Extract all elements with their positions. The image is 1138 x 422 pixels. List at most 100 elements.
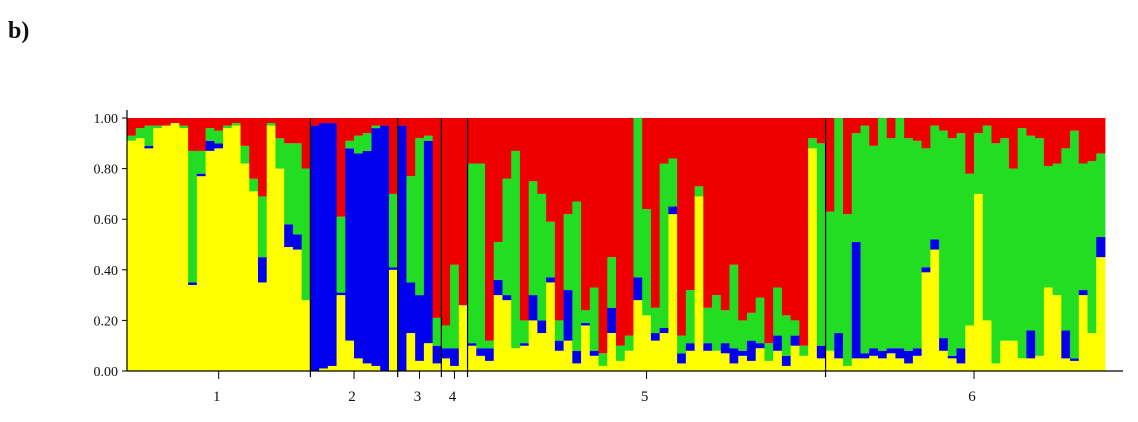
bar-segment-green	[834, 118, 844, 334]
bar-segment-yellow	[703, 350, 713, 371]
bar-segment-yellow	[135, 138, 145, 371]
bar-segment-green	[773, 287, 783, 336]
bar-segment-red	[956, 118, 966, 134]
bar-segment-red	[415, 118, 425, 139]
bar-segment-green	[843, 214, 853, 366]
bar-segment-red	[214, 118, 224, 131]
group-label: 2	[348, 389, 356, 405]
bar-segment-red	[581, 118, 591, 311]
bar-segment-red	[563, 118, 573, 215]
bar-segment-red	[388, 118, 399, 194]
bar-segment-yellow	[240, 163, 250, 371]
bar-segment-red	[624, 118, 634, 336]
bar-segment-red	[738, 118, 748, 321]
bar-segment-green	[1017, 128, 1027, 359]
bar-segment-green	[1087, 161, 1097, 334]
bar-segment-red	[441, 118, 451, 326]
bar-segment-green	[956, 133, 966, 349]
bar-segment-green	[816, 143, 826, 346]
bar-segment-green	[930, 125, 940, 240]
bar-segment-red	[458, 118, 468, 306]
bar-segment-red	[205, 118, 215, 129]
bar-segment-green	[450, 264, 460, 349]
bar-segment-yellow	[877, 358, 888, 371]
bar-segment-red	[362, 118, 372, 134]
bar-segment-blue	[685, 343, 695, 351]
bar-segment-red	[947, 118, 957, 139]
bar-segment-red	[746, 118, 757, 313]
bar-segment-red	[1008, 118, 1019, 169]
bar-segment-green	[1035, 138, 1045, 356]
bar-segment-red	[319, 118, 329, 124]
bar-segment-yellow	[790, 345, 800, 371]
bar-segment-blue	[319, 123, 329, 369]
bar-segment-yellow	[764, 360, 774, 371]
bar-segment-green	[362, 133, 372, 151]
bar-segment-red	[179, 118, 189, 126]
bar-segment-blue	[572, 350, 582, 364]
bar-segment-green	[135, 128, 145, 139]
bar-segment-green	[214, 130, 224, 144]
y-tick-label: 0.40	[94, 264, 119, 279]
bar-segment-red	[161, 118, 172, 126]
bar-segment-green	[1078, 163, 1088, 291]
bar-segment-yellow	[668, 214, 678, 371]
bar-segment-green	[712, 295, 722, 351]
bar-segment-red	[598, 118, 608, 354]
bar-segment-red	[301, 118, 311, 169]
bar-segment-red	[371, 118, 381, 126]
bar-segment-blue	[581, 322, 591, 326]
bar-segment-yellow	[1008, 340, 1019, 371]
bar-segment-yellow	[519, 345, 530, 371]
bar-segment-red	[773, 118, 783, 288]
bar-segment-blue	[528, 295, 538, 321]
bar-segment-green	[1061, 148, 1071, 331]
bar-segment-green	[423, 135, 434, 141]
bar-segment-red	[1052, 118, 1062, 164]
bar-segment-blue	[650, 333, 661, 341]
bar-segment-blue	[476, 348, 486, 356]
bar-segment-red	[537, 118, 547, 194]
bar-segment-yellow	[423, 343, 434, 371]
bar-segment-red	[380, 118, 390, 126]
bar-segment-red	[816, 118, 826, 144]
y-tick-label: 0.60	[94, 213, 119, 228]
bar-segment-red	[397, 118, 407, 126]
bar-segment-green	[755, 297, 765, 344]
bar-segment-green	[624, 335, 634, 351]
bar-segment-yellow	[554, 350, 565, 371]
bar-segment-green	[336, 216, 346, 293]
bar-segment-red	[825, 118, 835, 212]
bar-segment-blue	[432, 345, 442, 364]
bar-segment-green	[921, 148, 931, 268]
bar-segment-red	[432, 118, 442, 318]
bar-segment-green	[991, 143, 1001, 364]
bar-segment-green	[581, 310, 591, 323]
bar-segment-blue	[1026, 330, 1036, 359]
bar-segment-green	[982, 125, 992, 321]
bar-segment-yellow	[799, 355, 809, 371]
bar-segment-red	[223, 118, 233, 126]
bar-segment-red	[982, 118, 992, 126]
bar-segment-green	[633, 118, 643, 278]
bar-segment-blue	[537, 320, 547, 334]
bar-segment-yellow	[327, 365, 337, 371]
bar-segment-green	[825, 211, 835, 351]
bar-segment-green	[1043, 166, 1054, 288]
bar-segment-green	[493, 241, 503, 280]
bar-segment-yellow	[624, 350, 634, 371]
bar-segment-red	[240, 118, 250, 146]
bar-segment-red	[196, 118, 206, 151]
bar-segment-blue	[781, 355, 792, 366]
bar-segment-yellow	[450, 365, 460, 371]
bar-segment-yellow	[921, 272, 931, 371]
bar-segment-green	[266, 123, 276, 126]
bar-segment-green	[275, 138, 285, 169]
bar-segment-yellow	[371, 365, 381, 371]
bar-segment-yellow	[476, 355, 486, 371]
bar-segment-green	[563, 214, 573, 291]
bar-segment-green	[257, 196, 268, 258]
bar-segment-red	[965, 118, 975, 174]
bar-segment-yellow	[659, 333, 669, 371]
bar-segment-green	[205, 128, 215, 141]
